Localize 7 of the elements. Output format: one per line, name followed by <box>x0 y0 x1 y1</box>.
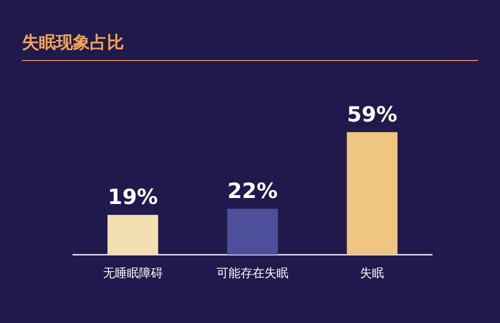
x-tick-label: 无睡眠障碍 <box>102 266 163 280</box>
x-tick-label: 可能存在失眠 <box>216 266 288 280</box>
chart-title: 失眠现象占比 <box>22 32 124 54</box>
data-label: 59% <box>347 102 398 126</box>
data-label: 22% <box>227 179 278 203</box>
x-tick-label: 失眠 <box>360 266 384 280</box>
data-label: 19% <box>108 185 158 210</box>
